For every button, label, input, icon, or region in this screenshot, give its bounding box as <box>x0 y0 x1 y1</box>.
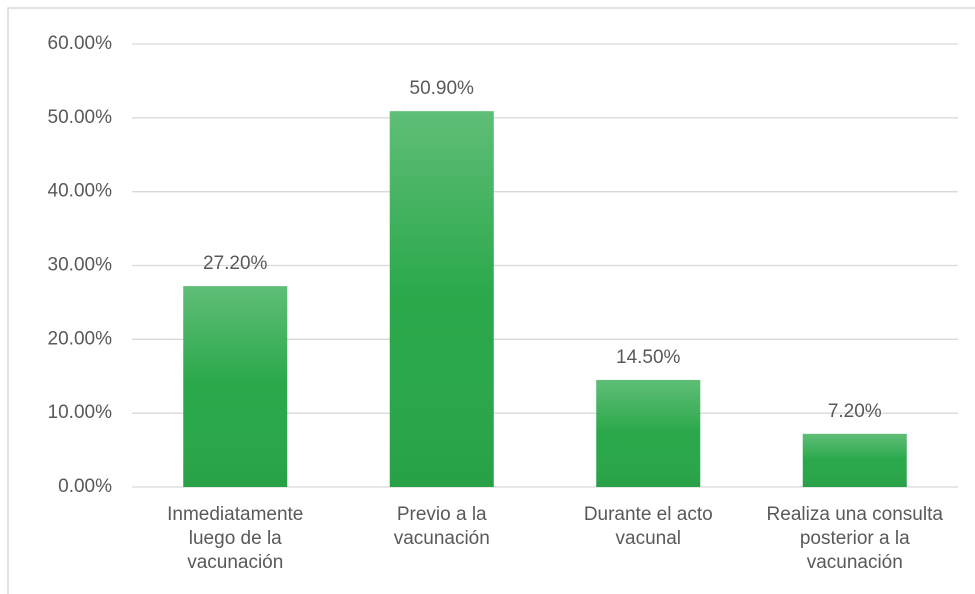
x-tick-label: Previo a la vacunación <box>393 504 490 549</box>
data-label: 50.90% <box>410 78 475 99</box>
y-tick-label: 0.00% <box>58 476 112 497</box>
y-tick-label: 60.00% <box>48 33 113 54</box>
x-tick-label: Realiza una consulta posterior a la vacu… <box>766 504 943 573</box>
x-tick-label: Durante el acto vacunal <box>583 504 713 549</box>
y-tick-label: 20.00% <box>48 328 113 349</box>
y-tick-label: 30.00% <box>48 255 113 276</box>
data-label: 7.20% <box>828 401 882 422</box>
y-tick-label: 50.00% <box>48 107 113 128</box>
bar-shading <box>389 111 494 488</box>
chart-border <box>7 7 975 594</box>
data-label: 14.50% <box>616 347 681 368</box>
y-tick-label: 10.00% <box>48 402 113 423</box>
bar-shading <box>596 379 701 487</box>
x-tick-label: Inmediatamente luego de la vacunación <box>167 504 304 573</box>
data-label: 27.20% <box>203 253 268 274</box>
bar-shading <box>802 433 907 487</box>
y-tick-label: 40.00% <box>48 181 113 202</box>
bar-shading <box>183 286 288 487</box>
